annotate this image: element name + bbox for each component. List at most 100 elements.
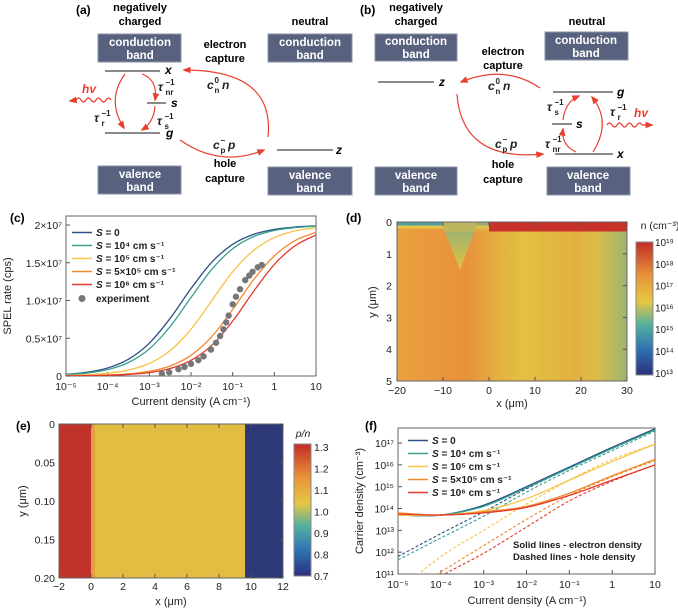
legend-text: = 5×10⁵ cm s⁻¹ [439, 475, 512, 486]
legend-variable: S [96, 267, 103, 278]
panel-c-spel-chart: (c) 0 0.5×10⁷ 1.0×10⁷ 1.5×10⁷ 2×10⁷ 10⁻⁵ 10⁻⁴ 1… [2, 211, 322, 408]
panel-label-f: (f) [365, 419, 377, 433]
colorbar-title: n (cm⁻³) [641, 220, 678, 232]
y-axis-label: SPEL rate (cps) [2, 257, 14, 334]
experiment-point [229, 301, 236, 308]
x-tick-label: −10 [434, 385, 452, 397]
electron-density-line-4 [398, 464, 655, 516]
y-tick-label: 1.5×10⁷ [26, 258, 62, 270]
y-tick-label: 10¹⁵ [374, 482, 394, 494]
band-label: conduction [279, 37, 341, 49]
rate-subscript: p [221, 146, 226, 155]
colorbar-title: p/n [295, 428, 311, 440]
y-tick-label: 5 [386, 376, 392, 388]
conduction-band-negative: conduction band [374, 33, 458, 62]
legend-variable: S [432, 488, 439, 499]
level-s-label: s [171, 96, 178, 110]
x-tick-label: 2 [120, 581, 126, 593]
legend-variable: S [96, 280, 103, 291]
x-axis-label: Current density (A cm⁻¹) [468, 595, 587, 607]
panel-a-diagram: (a) negatively charged neutral conductio… [68, 2, 353, 196]
colorbar-tick-label: 10¹⁸ [655, 260, 674, 271]
y-tick-label: 10¹¹ [375, 569, 394, 581]
band-label: valence [289, 170, 331, 182]
x-tick-label: 12 [277, 581, 289, 593]
x-tick-label: −2 [53, 581, 65, 593]
legend-variable: S [432, 475, 439, 486]
rate-superscript: 0 [496, 77, 501, 86]
legend-entry-1: S = 10⁴ cm s⁻¹ [432, 449, 501, 460]
legend-variable: S [432, 436, 439, 447]
band-label: conduction [109, 37, 171, 49]
y-tick-label: 1.0×10⁷ [26, 296, 62, 308]
x-tick-label: 10 [245, 581, 257, 593]
electron-capture-label: capture [483, 60, 523, 72]
level-x-label: x [164, 63, 173, 77]
rate-symbol: τ [158, 80, 164, 94]
experiment-point [158, 370, 166, 376]
x-tick-label: 30 [621, 385, 633, 397]
radiative-arrow [590, 95, 603, 153]
experiment-point [236, 285, 244, 293]
valence-band-neutral: valence band [546, 166, 631, 196]
rate-superscript: −1 [166, 78, 176, 87]
legend-entry-1: S = 10⁴ cm s⁻¹ [96, 241, 165, 252]
experiment-point [195, 356, 202, 364]
photon-wave-icon [68, 96, 112, 104]
rate-label: τ −1r [94, 109, 111, 128]
experiment-point [242, 276, 249, 284]
y-tick-label: 1 [386, 249, 392, 261]
legend-variable: S [432, 462, 439, 473]
rate-label: c 0n n [488, 77, 510, 96]
level-x-label: x [616, 147, 625, 161]
rate-subscript: s [555, 108, 560, 117]
rate-symbol: c [207, 78, 214, 92]
hole-density-line-0 [398, 429, 655, 558]
state-negative-line1: negatively [113, 2, 168, 14]
hole-density-line-3 [436, 459, 655, 574]
annotation-text: Dashed lines - hole density [513, 552, 636, 563]
colorbar-tick-label: 10¹⁷ [655, 282, 673, 293]
rate-symbol: c [213, 138, 220, 152]
rate-label: c 0n n [207, 76, 229, 95]
rate-symbol: τ [610, 105, 616, 119]
y-tick-label: 0 [386, 217, 392, 229]
colorbar-tick-label: 10¹⁵ [655, 325, 674, 336]
panel-f-carrier-density-chart: (f) 10¹¹ 10¹² 10¹³ 10¹⁴ 10¹⁵ 10¹⁶ 10¹⁷ 10⁻⁵ 10⁻⁴… [354, 419, 661, 607]
rate-symbol: τ [94, 111, 100, 125]
band-label: band [296, 50, 323, 62]
x-tick-label: 1 [609, 579, 615, 591]
rate-variable: p [509, 137, 517, 151]
colorbar-tick-label: 0.9 [314, 528, 329, 540]
experiment-point [225, 312, 232, 319]
colorbar-tick-label: 0.7 [314, 571, 329, 583]
level-z-label: z [335, 143, 342, 157]
colorbar [635, 241, 654, 376]
x-tick-label: −20 [388, 385, 406, 397]
conduction-band-neutral: conduction band [544, 31, 629, 61]
y-axis-label: y (μm) [17, 485, 29, 516]
s-to-g-arrow [140, 105, 156, 131]
experiment-point [216, 332, 224, 340]
hole-density-line-1 [398, 430, 655, 561]
band-label: band [572, 48, 599, 60]
experiment-point [181, 363, 188, 371]
x-tick-label: 0 [88, 581, 94, 593]
x-tick-label: 6 [184, 581, 190, 593]
y-tick-label: 2 [386, 281, 392, 293]
panel-d-electron-density-map: (d) −20 −10 0 10 20 30 0 1 2 3 4 5 x (μm) y (μm) n (cm… [346, 211, 678, 410]
conduction-band-neutral: conduction band [267, 33, 353, 63]
legend-entry-2: S = 10⁵ cm s⁻¹ [96, 254, 165, 265]
y-axis-label: Carrier density (cm⁻³) [354, 448, 366, 554]
colorbar-tick-label: 1.3 [314, 442, 329, 454]
rate-label: c −p p [213, 136, 235, 155]
experiment-point [212, 339, 220, 346]
rate-subscript: s [165, 122, 170, 131]
experiment-point [258, 261, 265, 269]
x-tick-label: 8 [216, 581, 222, 593]
panel-b-diagram: (b) negatively charged neutral conductio… [360, 2, 654, 196]
colorbar [293, 443, 312, 577]
y-tick-label: 0.05 [35, 458, 56, 470]
